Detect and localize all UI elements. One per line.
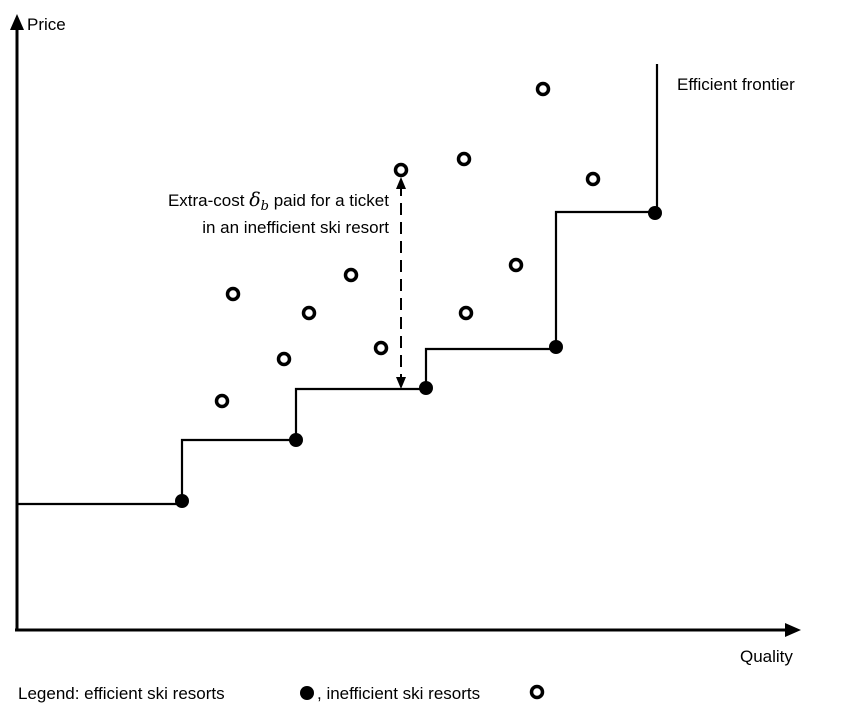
inefficient-resort-point bbox=[585, 171, 601, 187]
legend-prefix: Legend: efficient ski resorts bbox=[18, 684, 225, 703]
inefficient-resort-point bbox=[393, 162, 409, 178]
inefficient-resort-point bbox=[225, 286, 241, 302]
y-axis-label: Price bbox=[27, 15, 66, 34]
extra-cost-arrowhead-top bbox=[396, 177, 406, 189]
extra-cost-annotation-line2: in an inefficient ski resort bbox=[202, 218, 389, 237]
inefficient-resort-point bbox=[301, 305, 317, 321]
efficient-resort-point bbox=[175, 494, 189, 508]
legend: Legend: efficient ski resorts , ineffici… bbox=[18, 684, 545, 703]
efficient-resort-point bbox=[648, 206, 662, 220]
inefficient-resort-point bbox=[343, 267, 359, 283]
efficient-resorts bbox=[175, 206, 662, 508]
y-axis-arrowhead bbox=[10, 14, 24, 30]
extra-cost-arrowhead-bottom bbox=[396, 377, 406, 389]
extra-cost-annotation-line1: Extra-cost δb paid for a ticket bbox=[168, 189, 389, 214]
efficient-frontier-label: Efficient frontier bbox=[677, 75, 795, 94]
inefficient-resort-point bbox=[458, 305, 474, 321]
annotation-prefix: Extra-cost bbox=[168, 191, 249, 210]
inefficient-resort-point bbox=[276, 351, 292, 367]
efficient-resort-point bbox=[549, 340, 563, 354]
inefficient-resort-point bbox=[456, 151, 472, 167]
delta-subscript: b bbox=[261, 199, 269, 214]
legend-efficient-marker bbox=[300, 686, 314, 700]
legend-inefficient-marker bbox=[529, 684, 545, 700]
legend-separator: , inefficient ski resorts bbox=[317, 684, 480, 703]
x-axis-arrowhead bbox=[785, 623, 801, 637]
annotation-suffix: paid for a ticket bbox=[269, 191, 389, 210]
inefficient-resort-point bbox=[508, 257, 524, 273]
inefficient-resort-point bbox=[535, 81, 551, 97]
inefficient-resort-point bbox=[373, 340, 389, 356]
efficient-resort-point bbox=[289, 433, 303, 447]
x-axis-label: Quality bbox=[740, 647, 793, 666]
inefficient-resorts bbox=[214, 81, 601, 409]
delta-symbol: δ bbox=[249, 189, 260, 211]
inefficient-resort-point bbox=[214, 393, 230, 409]
efficient-frontier-line bbox=[17, 64, 659, 506]
efficient-resort-point bbox=[419, 381, 433, 395]
